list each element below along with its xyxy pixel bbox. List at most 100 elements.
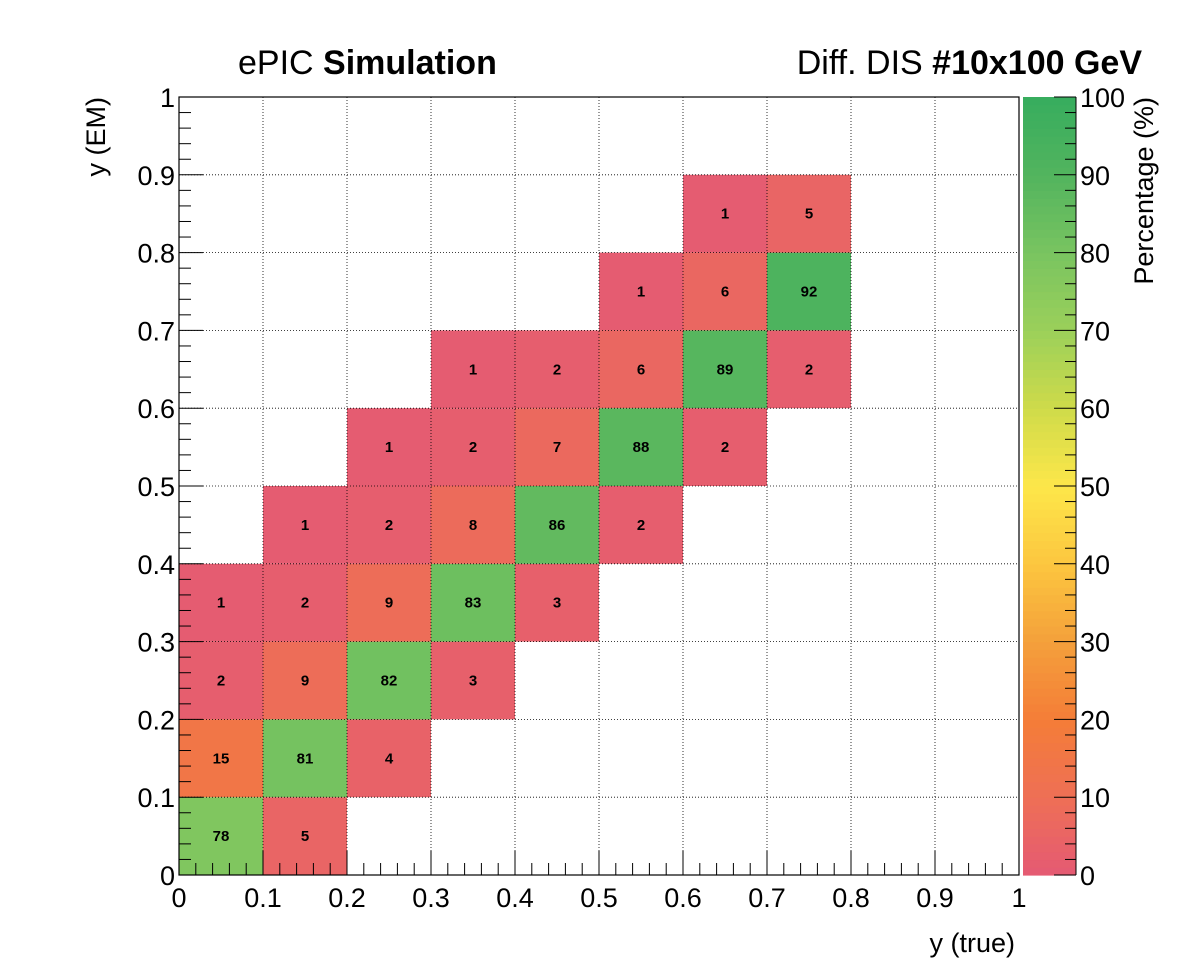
colorbar-segment	[1023, 174, 1076, 184]
colorbar-segment	[1023, 532, 1076, 542]
colorbar-segment	[1023, 734, 1076, 744]
y-tick-label: 0.3	[137, 628, 175, 658]
colorbar-segment	[1023, 711, 1076, 720]
colorbar-segment	[1023, 291, 1076, 300]
y-tick-label: 0.5	[137, 472, 175, 502]
colorbar-segment	[1023, 361, 1076, 370]
heatmap-cell	[263, 641, 347, 720]
colorbar-segment	[1023, 571, 1076, 580]
header-right-bold: #10x100 GeV	[932, 44, 1142, 82]
colorbar-segment	[1023, 299, 1076, 308]
y-tick-label: 1	[160, 83, 175, 113]
heatmap-cell	[767, 252, 851, 331]
y-tick-label: 0.2	[137, 705, 175, 735]
cell-value-label: 3	[553, 595, 561, 612]
cell-value-label: 81	[297, 750, 314, 767]
y-tick-label: 0.4	[137, 550, 175, 580]
colorbar-segment	[1023, 672, 1076, 682]
colorbar-segment	[1023, 237, 1076, 246]
colorbar-segment	[1023, 338, 1076, 347]
cell-value-label: 86	[549, 517, 566, 534]
heatmap-cell	[683, 174, 767, 253]
cell-value-label: 5	[805, 206, 813, 223]
colorbar-segment	[1023, 548, 1076, 557]
colorbar-segment	[1023, 501, 1076, 510]
colorbar-segment	[1023, 128, 1076, 137]
cell-value-label: 1	[217, 595, 225, 612]
heatmap-cell	[347, 486, 431, 564]
x-tick-label: 0.8	[832, 883, 870, 913]
cell-value-label: 1	[301, 517, 309, 534]
heatmap-cell	[347, 563, 431, 642]
cell-value-label: 3	[469, 673, 477, 690]
colorbar-segment	[1023, 509, 1076, 518]
heatmap-cell	[767, 174, 851, 253]
colorbar-segment	[1023, 719, 1076, 728]
colorbar-segment	[1023, 493, 1076, 503]
cell-value-label: 2	[217, 673, 225, 690]
y-axis-label: y (EM)	[81, 97, 111, 176]
colorbar-segment	[1023, 657, 1076, 666]
colorbar-segment	[1023, 680, 1076, 689]
chart-header-left: ePIC Simulation	[238, 44, 497, 83]
heatmap-cell	[683, 408, 767, 486]
colorbar-segment	[1023, 345, 1076, 355]
colorbar-segment	[1023, 594, 1076, 604]
colorbar-segment	[1023, 408, 1076, 417]
colorbar-segment	[1023, 392, 1076, 402]
colorbar-segment	[1023, 182, 1076, 191]
cells-layer	[179, 174, 851, 875]
cell-value-label: 6	[637, 361, 645, 378]
y-tick-label: 0.8	[137, 239, 175, 269]
colorbar: 0 10 20 30 40 50 60 70 80 90 100	[1023, 83, 1125, 891]
colorbar-segment	[1023, 742, 1076, 752]
colorbar-segment	[1023, 190, 1076, 199]
heatmap-cell	[263, 719, 347, 798]
colorbar-segment	[1023, 587, 1076, 596]
colorbar-segment	[1023, 867, 1076, 876]
colorbar-segment	[1023, 400, 1076, 409]
colorbar-segment	[1023, 626, 1076, 635]
colorbar-tick-label: 30	[1080, 628, 1110, 658]
x-tick-label: 0.3	[412, 883, 450, 913]
heatmap-cell	[515, 408, 599, 486]
colorbar-segment	[1023, 851, 1076, 861]
colorbar-segment	[1023, 633, 1076, 643]
heatmap-cell	[431, 330, 515, 409]
x-tick-label: 0.4	[496, 883, 534, 913]
cell-value-label: 2	[637, 517, 645, 534]
heatmap-cell	[599, 330, 683, 409]
colorbar-segment	[1023, 470, 1076, 479]
colorbar-segment	[1023, 727, 1076, 736]
cell-value-label: 83	[465, 595, 482, 612]
cell-value-label: 1	[637, 284, 645, 301]
heatmap-cell	[431, 563, 515, 642]
cell-value-label: 2	[721, 439, 729, 456]
colorbar-segment	[1023, 213, 1076, 223]
colorbar-segment	[1023, 252, 1076, 261]
cell-value-label: 2	[385, 517, 393, 534]
cell-value-label: 2	[553, 361, 561, 378]
colorbar-segment	[1023, 641, 1076, 650]
heatmap-cell	[599, 252, 683, 331]
cell-value-label: 92	[801, 284, 818, 301]
colorbar-segment	[1023, 649, 1076, 658]
colorbar-segment	[1023, 423, 1076, 433]
colorbar-segment	[1023, 151, 1076, 160]
cell-value-label: 2	[469, 439, 477, 456]
heatmap-cell	[431, 486, 515, 564]
colorbar-segment	[1023, 602, 1076, 612]
colorbar-segment	[1023, 703, 1076, 713]
colorbar-tick-label: 40	[1080, 550, 1110, 580]
heatmap-cell	[179, 563, 263, 642]
x-tick-label: 0.6	[664, 883, 702, 913]
y-tick-label: 0.6	[137, 394, 175, 424]
colorbar-segment	[1023, 696, 1076, 705]
heatmap-cell	[179, 641, 263, 720]
labels-layer: 78 515 81 42 9 82 31 2 9 83 31 2 8 86 21 2 7 88 21 2 6 89 21 6 9…	[213, 206, 818, 845]
cell-value-label: 78	[213, 828, 230, 845]
colorbar-segment	[1023, 439, 1076, 448]
colorbar-segment	[1023, 454, 1076, 464]
colorbar-segment	[1023, 462, 1076, 472]
